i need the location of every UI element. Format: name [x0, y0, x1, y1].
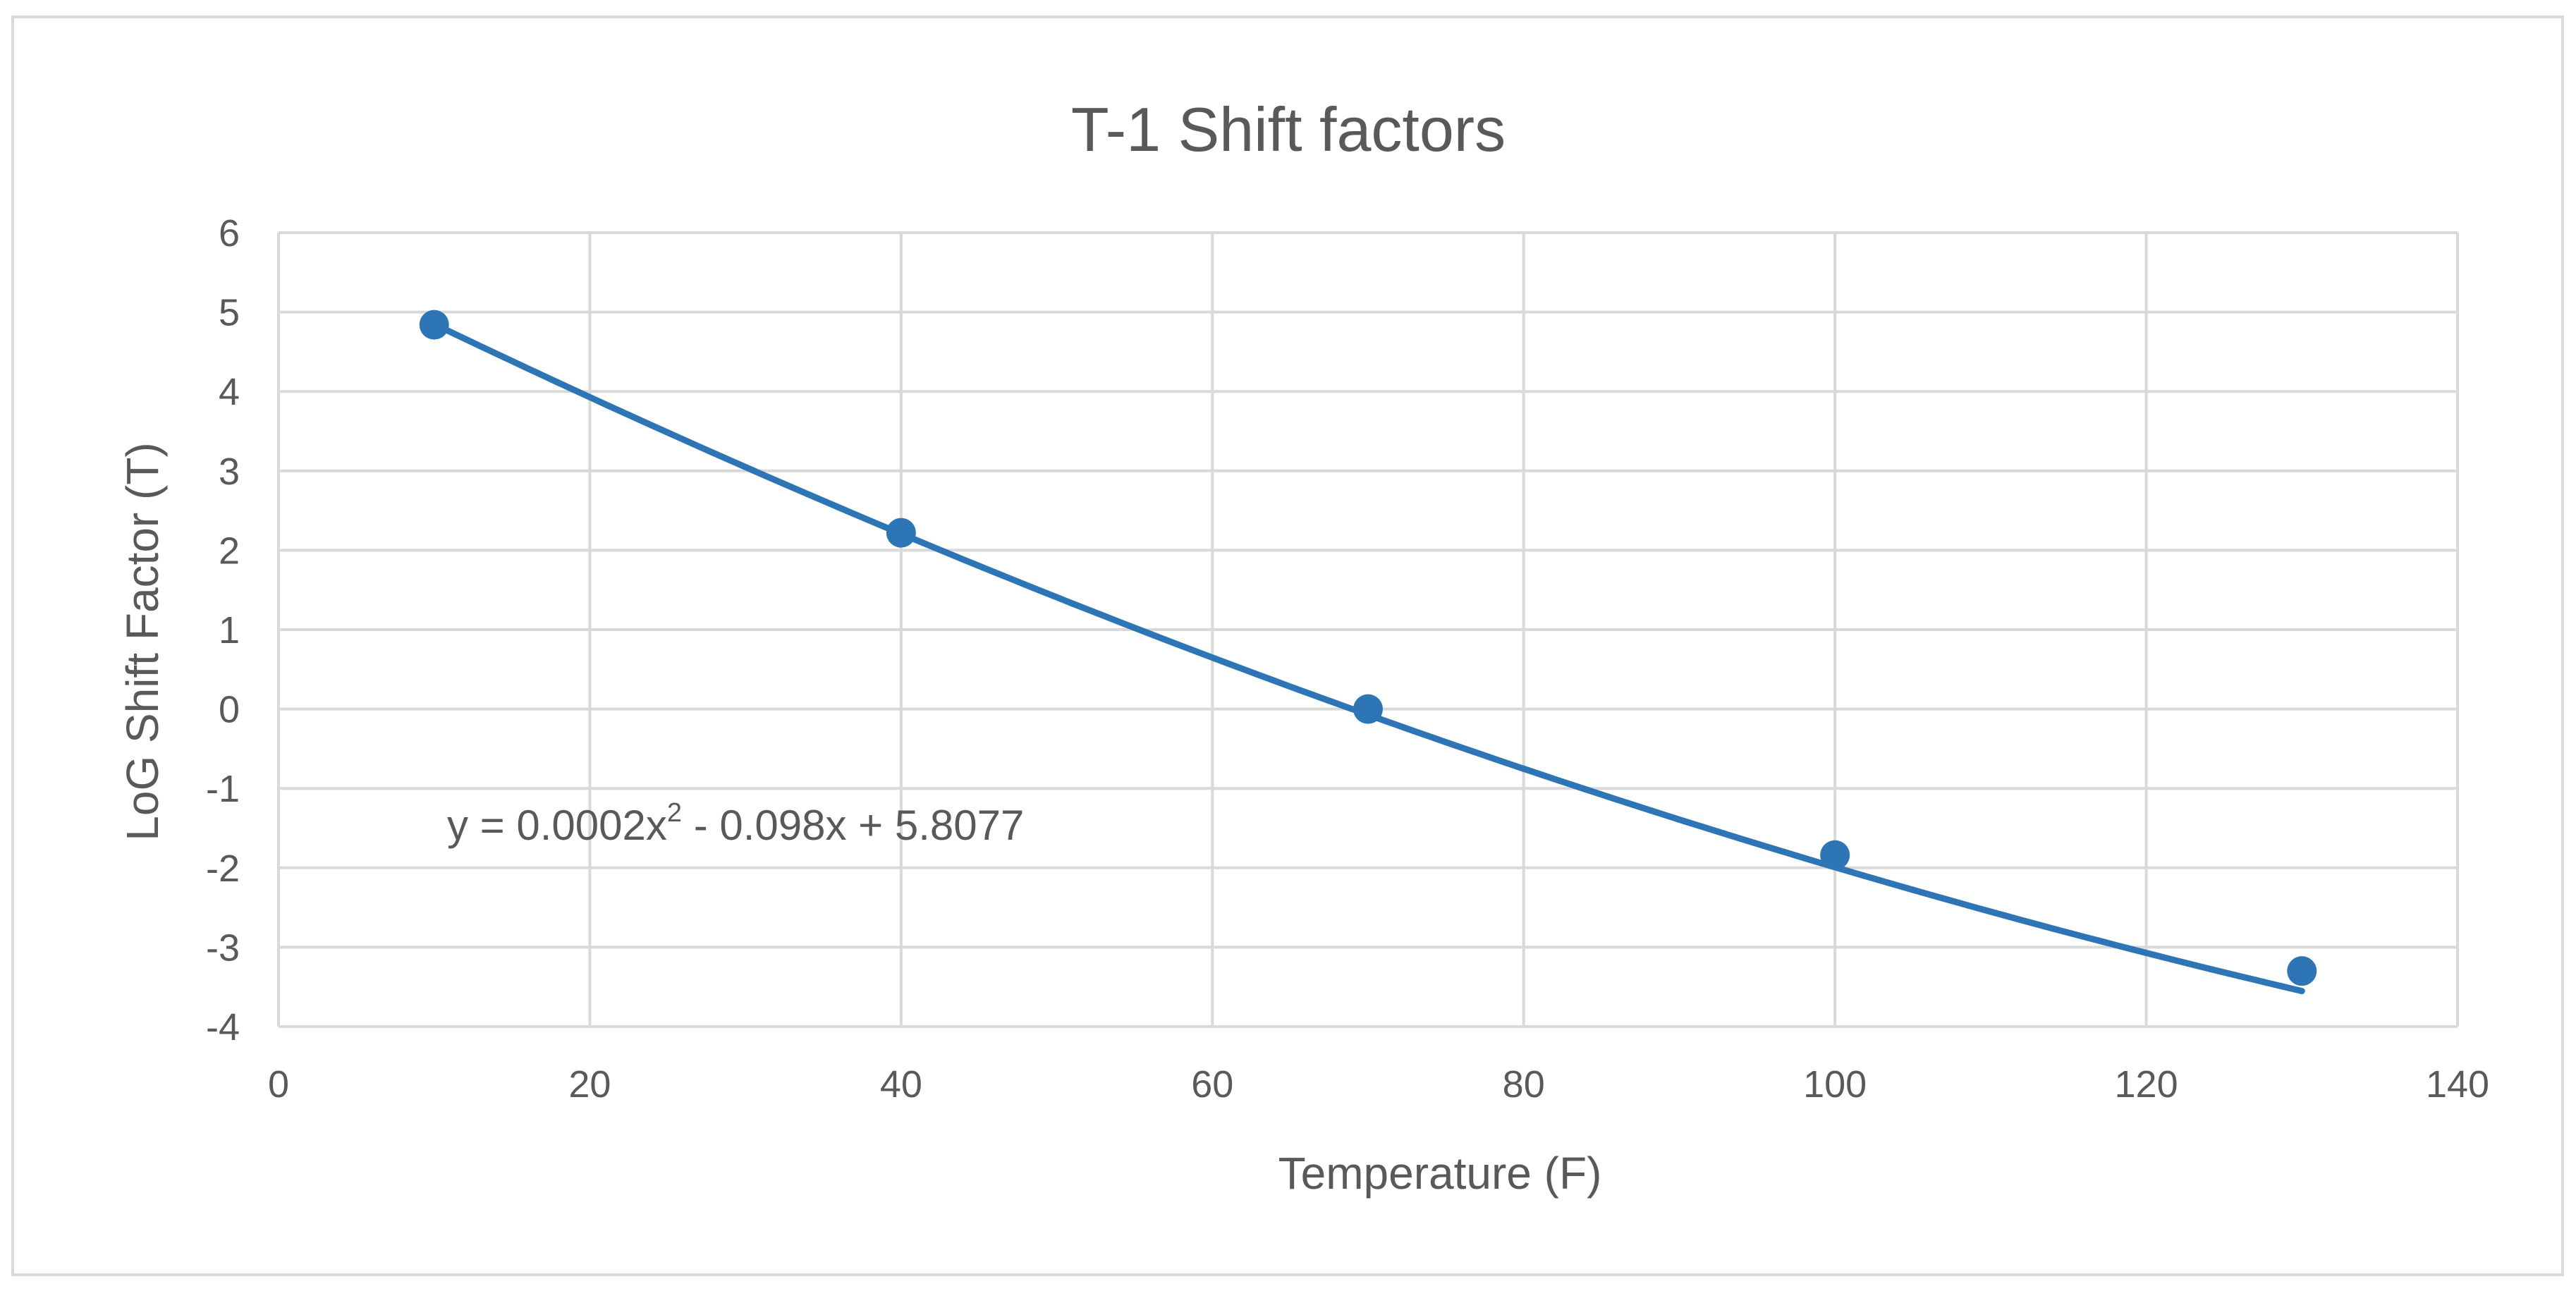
x-tick-label: 80: [1503, 1063, 1545, 1106]
data-point: [886, 518, 916, 548]
x-tick-labels: 0 20 40 60 80 100 120 140: [268, 1063, 2489, 1106]
x-tick-label: 140: [2426, 1063, 2489, 1106]
x-tick-label: 100: [1803, 1063, 1867, 1106]
equation-prefix: y = 0.0002x: [447, 802, 667, 849]
chart-frame: T-1 Shift factors 0 20 40 60 80 100 120 140 -4-…: [11, 16, 2564, 1276]
y-tick-label: 4: [219, 371, 240, 413]
x-tick-label: 40: [880, 1063, 922, 1106]
y-tick-label: 3: [219, 451, 240, 493]
y-tick-label: 2: [219, 530, 240, 572]
x-tick-label: 0: [268, 1063, 289, 1106]
chart: T-1 Shift factors 0 20 40 60 80 100 120 140 -4-…: [117, 94, 2489, 1199]
data-point: [2287, 956, 2317, 986]
equation-exponent: 2: [667, 798, 682, 828]
x-axis-title: Temperature (F): [1278, 1148, 1602, 1199]
x-tick-label: 120: [2115, 1063, 2178, 1106]
y-tick-label: 1: [219, 609, 240, 651]
chart-title: T-1 Shift factors: [1071, 94, 1506, 164]
data-point: [1353, 694, 1383, 724]
equation-suffix: - 0.098x + 5.8077: [682, 802, 1024, 849]
y-tick-labels: -4 -3 -2 -1 0 1 2 3 4 5 6: [206, 212, 240, 1048]
series-layer: [419, 310, 2317, 995]
x-tick-label: 60: [1191, 1063, 1233, 1106]
trendline-equation: y = 0.0002x2 - 0.098x + 5.8077: [447, 798, 1024, 849]
y-tick-label: 0: [219, 689, 240, 731]
trendline: [431, 321, 2305, 995]
y-tick-label: 6: [219, 212, 240, 255]
y-tick-label: 5: [219, 292, 240, 334]
y-tick-label: -2: [206, 848, 240, 890]
data-point: [419, 310, 449, 340]
data-point: [1820, 840, 1850, 870]
x-tick-label: 20: [568, 1063, 611, 1106]
y-tick-label: -4: [206, 1006, 240, 1048]
y-tick-label: -3: [206, 926, 240, 969]
y-tick-label: -1: [206, 768, 240, 810]
y-gridlines: [279, 231, 2458, 1028]
y-axis-title: LoG Shift Factor (T): [117, 442, 168, 840]
